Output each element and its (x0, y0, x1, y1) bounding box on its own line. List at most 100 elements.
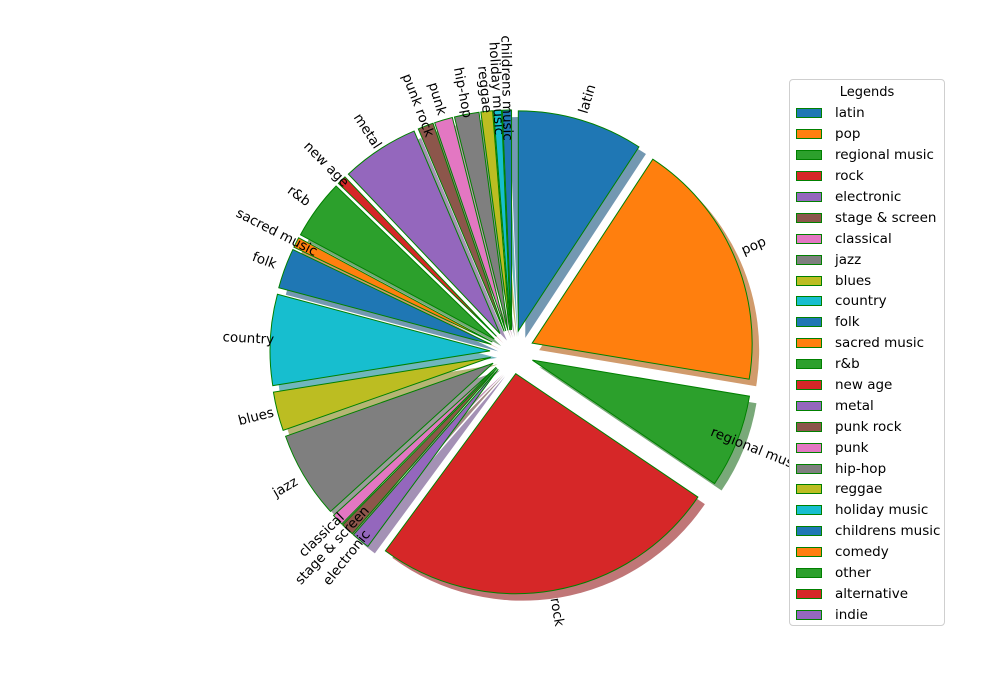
legend-label: sacred music (835, 335, 925, 352)
pie-slice-new-age (337, 176, 497, 337)
legend-entry-regional-music: regional music (796, 145, 944, 166)
legend-swatch (796, 317, 822, 328)
legend-swatch (796, 505, 822, 516)
pie-slice-metal (347, 130, 501, 334)
legend-entry-country: country (796, 291, 944, 312)
slice-label-pop: pop (739, 234, 769, 259)
legend-entry-holiday-music: holiday music (796, 500, 944, 521)
pie-slice-classical (332, 366, 497, 525)
pie-slice-r-b (299, 185, 495, 340)
pie-slice-jazz (284, 362, 494, 513)
slice-label-metal: metal (350, 111, 385, 152)
pie-slice-punk-rock (417, 122, 505, 332)
legend-swatch (796, 212, 822, 223)
legend-label: comedy (835, 544, 889, 561)
legend-entry-electronic: electronic (796, 187, 944, 208)
pie-slice-stage-screen (341, 367, 498, 535)
legend-label: reggae (835, 481, 883, 498)
pie-slice-sacred-music (293, 237, 493, 343)
legend-label: blues (835, 272, 872, 289)
legend-swatch (796, 254, 822, 265)
slice-label-latin: latin (576, 83, 600, 116)
pie-slice-punk (434, 116, 507, 332)
legend-label: r&b (835, 356, 860, 373)
legend-label: hip-hop (835, 460, 887, 477)
slice-label-country: country (222, 329, 274, 348)
legend-label: childrens music (835, 523, 941, 540)
slice-label-childrens-music: childrens music (497, 35, 515, 141)
slice-label-holiday-music: holiday music (485, 41, 507, 135)
legend-label: pop (835, 126, 861, 143)
pie-slice-regional-music (532, 359, 751, 485)
legend-entry-blues: blues (796, 270, 944, 291)
legend-label: country (835, 293, 887, 310)
legend-swatch (796, 421, 822, 432)
pie-slice-hip-hop (453, 111, 509, 331)
legend-swatch (796, 359, 822, 370)
legend-swatch (796, 400, 822, 411)
legend-label: new age (835, 377, 893, 394)
legend-entry-punk: punk (796, 437, 944, 458)
legend-entry-sacred-music: sacred music (796, 333, 944, 354)
legend-entry-hip-hop: hip-hop (796, 458, 944, 479)
legend-swatch (796, 171, 822, 182)
pie-slice-rock (384, 372, 699, 595)
legend-label: stage & screen (835, 209, 937, 226)
legend-label: metal (835, 397, 874, 414)
legend-swatch (796, 568, 822, 579)
legend-title: Legends (839, 85, 895, 100)
legend-entry-childrens-music: childrens music (796, 521, 944, 542)
legend-label: rock (835, 168, 864, 185)
legend-swatch (796, 150, 822, 161)
slice-label-folk: folk (250, 249, 279, 273)
slice-label-hip-hop: hip-hop (450, 66, 475, 119)
legend-swatch (796, 609, 822, 620)
legend-entry-stage-screen: stage & screen (796, 207, 944, 228)
legend-entry-indie: indie (796, 604, 944, 625)
legend-entry-reggae: reggae (796, 479, 944, 500)
legend-swatch (796, 192, 822, 202)
legend-label: punk rock (835, 418, 902, 435)
legend-label: alternative (835, 585, 909, 602)
legend-label: other (835, 565, 871, 582)
pie-slices (269, 109, 753, 595)
legend-swatch (796, 275, 822, 286)
legend-entry-metal: metal (796, 395, 944, 416)
legend-entry-new-age: new age (796, 375, 944, 396)
slice-label-new-age: new age (300, 138, 352, 190)
legend-entry-alternative: alternative (796, 583, 944, 604)
legend-entry-jazz: jazz (796, 249, 944, 270)
legend-swatch (796, 442, 822, 453)
legend-entry-punk-rock: punk rock (796, 416, 944, 437)
legend-entry-comedy: comedy (796, 542, 944, 563)
legend-swatch (796, 129, 822, 140)
legend-entry-folk: folk (796, 312, 944, 333)
legend-entry-classical: classical (796, 228, 944, 249)
slice-shadow-electronic (360, 376, 506, 554)
pie-slice-country (269, 293, 491, 387)
legend-swatch (796, 547, 822, 558)
slice-label-rock: rock (546, 597, 567, 628)
pie-slice-electronic (352, 368, 499, 548)
slice-label-jazz: jazz (269, 474, 301, 502)
pie-slice-latin (517, 110, 640, 333)
legend-entries: latin pop regional music rock electronic stag… (796, 103, 944, 625)
legend-label: holiday music (835, 502, 929, 519)
pie-slice-holiday-music (493, 109, 512, 331)
pie-slice-pop (531, 158, 753, 380)
legend-entry-other: other (796, 563, 944, 584)
legend-label: latin (835, 105, 865, 122)
legend-label: indie (835, 606, 868, 623)
legend-label: regional music (835, 147, 934, 164)
slice-label-r-b: r&b (284, 182, 313, 209)
legend-swatch (796, 484, 822, 495)
legend-entry-latin: latin (796, 103, 944, 124)
legend-label: punk (835, 439, 869, 456)
legend-entry-rock: rock (796, 166, 944, 187)
legend-swatch (796, 296, 822, 307)
pie-slice-folk (278, 248, 492, 345)
legend-label: jazz (835, 251, 862, 268)
legend-swatch (796, 108, 822, 119)
pie-slice-childrens-music (501, 109, 513, 331)
